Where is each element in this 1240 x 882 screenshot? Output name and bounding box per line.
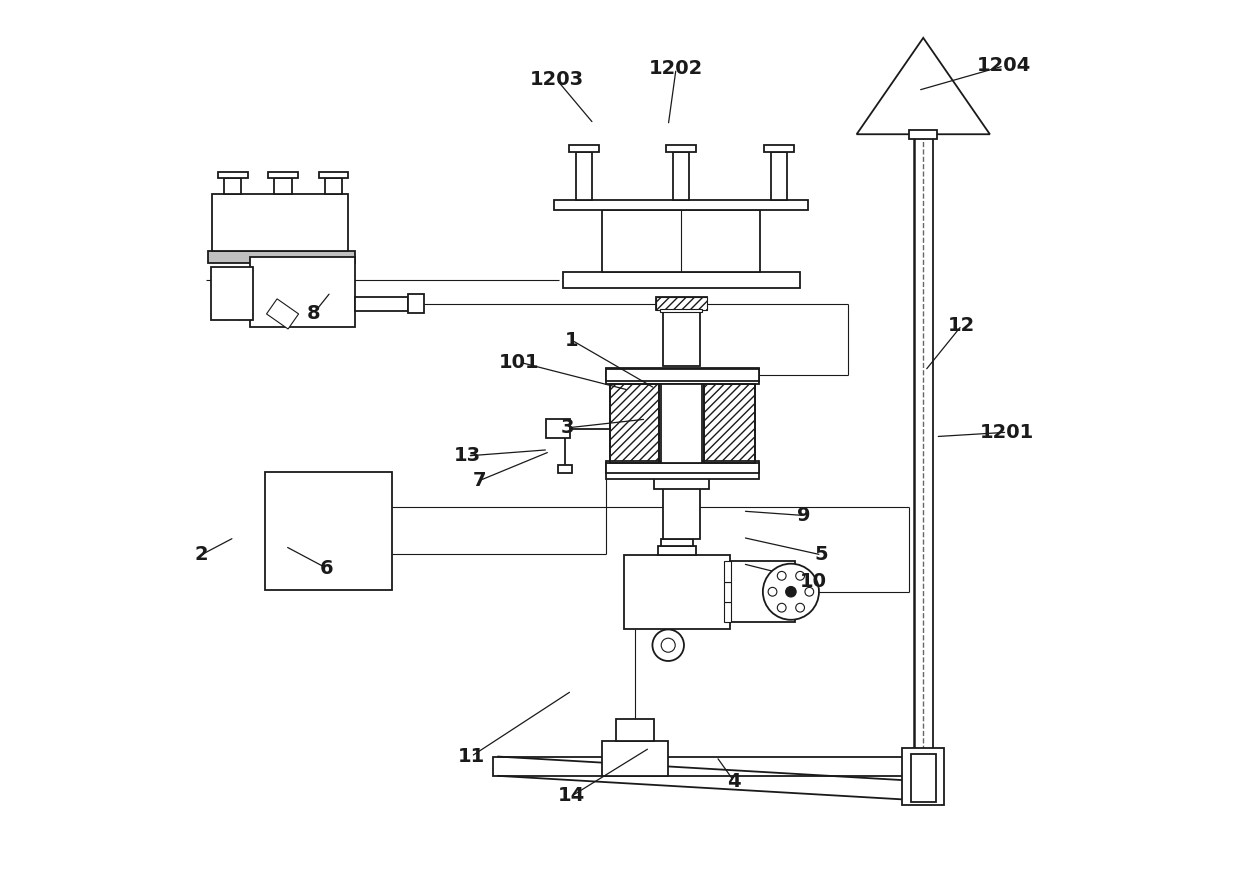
Bar [663, 301, 699, 366]
Bar [661, 539, 693, 546]
Text: 1201: 1201 [981, 422, 1034, 442]
Text: 5: 5 [815, 545, 828, 564]
Bar [655, 474, 708, 490]
Bar [657, 546, 696, 555]
Bar [601, 741, 668, 776]
Bar [211, 267, 253, 320]
Bar [603, 211, 760, 272]
Bar [558, 465, 572, 474]
Text: 9: 9 [797, 506, 811, 525]
Bar [909, 130, 937, 138]
Text: 1204: 1204 [977, 56, 1030, 75]
Bar [218, 172, 248, 178]
Bar [325, 178, 342, 194]
Bar [615, 719, 655, 741]
Bar [764, 145, 794, 152]
Bar [554, 200, 808, 211]
Text: 13: 13 [454, 446, 481, 466]
Text: 12: 12 [949, 316, 976, 335]
Bar [606, 461, 759, 479]
Bar [673, 152, 689, 200]
Text: 1202: 1202 [649, 59, 703, 78]
Circle shape [777, 603, 786, 612]
Text: 8: 8 [306, 304, 320, 324]
Text: 3: 3 [560, 418, 574, 437]
Bar [224, 178, 242, 194]
Text: 7: 7 [472, 471, 486, 490]
Bar [494, 757, 925, 776]
Bar [265, 472, 392, 590]
Circle shape [796, 603, 805, 612]
Circle shape [786, 587, 796, 597]
Bar [656, 297, 707, 310]
Text: 2: 2 [195, 545, 208, 564]
Circle shape [777, 572, 786, 580]
Bar [577, 152, 591, 200]
Bar [661, 309, 702, 312]
Circle shape [805, 587, 813, 596]
Bar [274, 178, 291, 194]
Text: 11: 11 [458, 747, 485, 766]
Bar [212, 194, 348, 250]
Bar [903, 748, 945, 804]
Text: 1203: 1203 [529, 71, 584, 89]
Bar [625, 555, 729, 630]
Bar [724, 561, 732, 581]
Bar [408, 294, 424, 313]
Bar [661, 384, 702, 463]
Circle shape [661, 639, 676, 652]
Bar [208, 250, 356, 263]
Text: 101: 101 [498, 353, 539, 371]
Polygon shape [857, 38, 990, 134]
Circle shape [796, 572, 805, 580]
Bar [546, 419, 570, 438]
Text: 10: 10 [800, 572, 826, 591]
Bar [911, 754, 935, 802]
Bar [663, 476, 699, 539]
Bar [606, 463, 759, 474]
Bar [563, 272, 800, 288]
Text: 14: 14 [558, 787, 585, 805]
Bar [268, 172, 298, 178]
Circle shape [652, 630, 684, 661]
Polygon shape [267, 299, 299, 329]
Bar [635, 572, 649, 581]
Bar [356, 296, 408, 310]
Bar [729, 561, 795, 623]
Bar [724, 581, 732, 602]
Bar [606, 370, 759, 381]
Text: 4: 4 [727, 772, 740, 790]
Bar [656, 297, 707, 310]
Circle shape [768, 587, 777, 596]
Bar [606, 369, 759, 384]
Bar [610, 384, 658, 463]
Bar [250, 257, 356, 327]
Bar [569, 145, 599, 152]
Bar [724, 602, 732, 623]
Circle shape [763, 564, 818, 620]
Bar [319, 172, 348, 178]
Bar [704, 384, 755, 463]
Bar [771, 152, 786, 200]
Bar [635, 599, 649, 608]
Text: 1: 1 [565, 331, 579, 349]
Bar [610, 384, 658, 463]
Bar [658, 463, 704, 474]
Bar [666, 145, 696, 152]
Text: 6: 6 [320, 558, 334, 578]
Bar [704, 384, 755, 463]
